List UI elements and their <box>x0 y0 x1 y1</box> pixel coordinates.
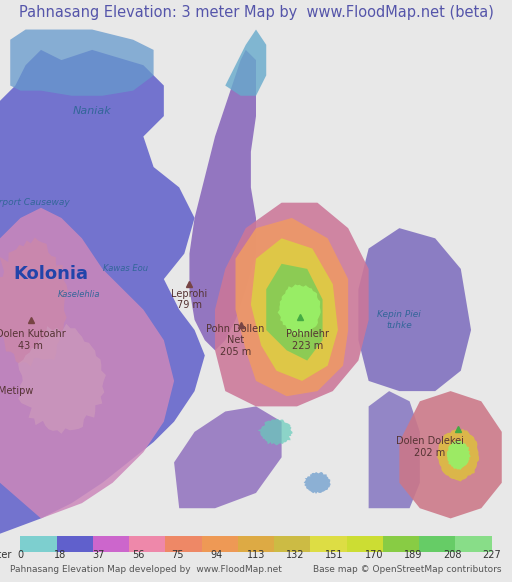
Text: 227: 227 <box>482 549 501 560</box>
Bar <box>129 536 165 552</box>
Text: Naniak: Naniak <box>73 106 112 116</box>
Text: 170: 170 <box>365 549 383 560</box>
Polygon shape <box>358 228 471 391</box>
Text: meter: meter <box>0 549 12 560</box>
Polygon shape <box>0 208 174 519</box>
Text: Pahnasang Elevation: 3 meter Map by  www.FloodMap.net (beta): Pahnasang Elevation: 3 meter Map by www.… <box>18 5 494 20</box>
Bar <box>347 536 383 552</box>
Text: 94: 94 <box>210 549 223 560</box>
Polygon shape <box>258 419 292 445</box>
Text: 56: 56 <box>132 549 144 560</box>
Polygon shape <box>251 239 338 381</box>
Text: Pohn Dollen
Net
205 m: Pohn Dollen Net 205 m <box>206 324 265 357</box>
Bar <box>274 536 310 552</box>
Polygon shape <box>174 406 282 508</box>
Polygon shape <box>278 285 321 336</box>
Text: 208: 208 <box>443 549 461 560</box>
Polygon shape <box>0 237 68 367</box>
Polygon shape <box>399 391 502 519</box>
Bar <box>455 536 492 552</box>
Polygon shape <box>447 439 471 470</box>
Text: 113: 113 <box>247 549 265 560</box>
Text: Metipw: Metipw <box>0 386 33 396</box>
Text: Kepin Piei
tuhke: Kepin Piei tuhke <box>377 310 421 329</box>
Text: Leprohi
79 m: Leprohi 79 m <box>172 289 207 310</box>
Polygon shape <box>225 30 266 96</box>
Bar <box>20 536 57 552</box>
Text: Dolen Kutoahr
43 m: Dolen Kutoahr 43 m <box>0 329 66 351</box>
Text: Kaselehlia: Kaselehlia <box>58 290 101 299</box>
Bar <box>383 536 419 552</box>
Bar <box>419 536 455 552</box>
Polygon shape <box>437 429 479 481</box>
Bar <box>93 536 129 552</box>
Polygon shape <box>236 218 348 396</box>
Polygon shape <box>0 50 205 534</box>
Text: Dolen Dolekei
202 m: Dolen Dolekei 202 m <box>396 436 464 458</box>
Polygon shape <box>189 50 256 350</box>
Text: 189: 189 <box>404 549 422 560</box>
Text: 37: 37 <box>93 549 105 560</box>
Text: 0: 0 <box>17 549 24 560</box>
Polygon shape <box>304 472 331 494</box>
Text: 151: 151 <box>325 549 344 560</box>
Text: Airport Causeway: Airport Causeway <box>0 198 71 207</box>
Polygon shape <box>266 264 323 361</box>
Bar <box>57 536 93 552</box>
Bar <box>238 536 274 552</box>
Text: Kolonia: Kolonia <box>14 265 89 283</box>
Text: Pahnasang Elevation Map developed by  www.FloodMap.net: Pahnasang Elevation Map developed by www… <box>10 565 282 574</box>
Text: Pohnlehr
223 m: Pohnlehr 223 m <box>286 329 329 351</box>
Text: 75: 75 <box>171 549 184 560</box>
Text: 18: 18 <box>54 549 66 560</box>
Bar <box>202 536 238 552</box>
Bar <box>310 536 347 552</box>
Polygon shape <box>10 30 154 96</box>
Polygon shape <box>18 324 106 434</box>
Text: Base map © OpenStreetMap contributors: Base map © OpenStreetMap contributors <box>313 565 502 574</box>
Polygon shape <box>215 203 369 406</box>
Polygon shape <box>369 391 420 508</box>
Bar <box>165 536 202 552</box>
Text: Kawas Eou: Kawas Eou <box>103 264 148 274</box>
Text: 132: 132 <box>286 549 305 560</box>
